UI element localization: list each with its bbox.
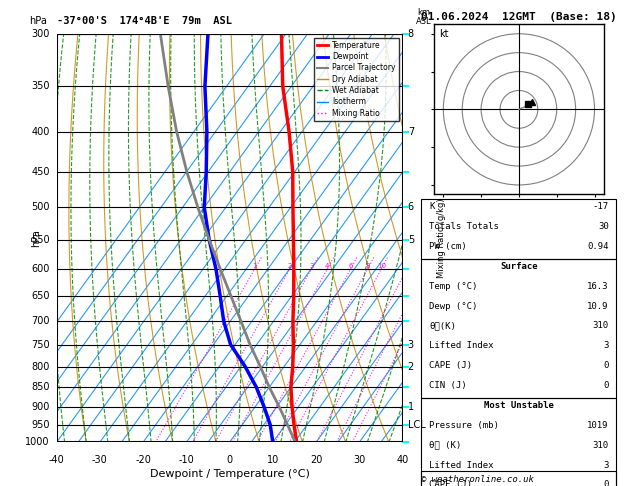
Bar xyxy=(57,34,403,442)
Text: 8: 8 xyxy=(365,263,370,269)
Text: θᴜ (K): θᴜ (K) xyxy=(429,441,462,450)
Text: 700: 700 xyxy=(31,316,50,326)
Text: Dewp (°C): Dewp (°C) xyxy=(429,302,477,311)
Text: 10.9: 10.9 xyxy=(587,302,609,311)
Text: 0: 0 xyxy=(603,381,609,390)
Text: Dewpoint / Temperature (°C): Dewpoint / Temperature (°C) xyxy=(150,469,309,479)
Text: CAPE (J): CAPE (J) xyxy=(429,361,472,370)
Text: Most Unstable: Most Unstable xyxy=(484,401,554,410)
Text: 4: 4 xyxy=(325,263,330,269)
Text: 650: 650 xyxy=(31,291,50,301)
Text: 0: 0 xyxy=(603,361,609,370)
Text: 800: 800 xyxy=(31,362,50,372)
Text: kt: kt xyxy=(439,29,448,39)
Text: -20: -20 xyxy=(135,454,151,465)
Text: 10: 10 xyxy=(377,263,386,269)
Text: 5: 5 xyxy=(408,235,414,244)
Text: CIN (J): CIN (J) xyxy=(429,381,467,390)
Text: © weatheronline.co.uk: © weatheronline.co.uk xyxy=(421,474,534,484)
Text: 8: 8 xyxy=(408,29,414,39)
Text: 6: 6 xyxy=(408,202,414,212)
Text: 7: 7 xyxy=(408,126,414,137)
Bar xyxy=(421,199,616,259)
Text: Lifted Index: Lifted Index xyxy=(429,461,494,469)
Bar xyxy=(421,471,616,486)
Text: hPa: hPa xyxy=(29,16,47,26)
Text: 600: 600 xyxy=(31,264,50,274)
Text: 2: 2 xyxy=(408,362,414,372)
Text: 6: 6 xyxy=(348,263,353,269)
Text: 0.94: 0.94 xyxy=(587,242,609,251)
Text: 3: 3 xyxy=(408,340,414,350)
Text: 0: 0 xyxy=(226,454,233,465)
Text: 750: 750 xyxy=(31,340,50,350)
Text: 450: 450 xyxy=(31,167,50,176)
Text: 500: 500 xyxy=(31,202,50,212)
Text: 30: 30 xyxy=(598,222,609,231)
Text: 950: 950 xyxy=(31,420,50,430)
Text: 0: 0 xyxy=(603,480,609,486)
Text: 1: 1 xyxy=(408,401,414,412)
Text: 300: 300 xyxy=(31,29,50,39)
Bar xyxy=(421,398,616,486)
Text: 310: 310 xyxy=(593,441,609,450)
Text: 10: 10 xyxy=(267,454,279,465)
Text: CAPE (J): CAPE (J) xyxy=(429,480,472,486)
Legend: Temperature, Dewpoint, Parcel Trajectory, Dry Adiabat, Wet Adiabat, Isotherm, Mi: Temperature, Dewpoint, Parcel Trajectory… xyxy=(314,38,399,121)
Text: 2: 2 xyxy=(287,263,292,269)
Text: 400: 400 xyxy=(31,126,50,137)
Text: -37°00'S  174°4B'E  79m  ASL: -37°00'S 174°4B'E 79m ASL xyxy=(57,16,231,26)
Text: 30: 30 xyxy=(353,454,365,465)
Bar xyxy=(421,259,616,398)
Text: Surface: Surface xyxy=(500,262,538,271)
Text: km
ASL: km ASL xyxy=(416,8,431,26)
Text: LCL: LCL xyxy=(408,420,425,430)
Text: Lifted Index: Lifted Index xyxy=(429,341,494,350)
Text: 1: 1 xyxy=(252,263,257,269)
Text: 900: 900 xyxy=(31,401,50,412)
Text: 350: 350 xyxy=(31,81,50,91)
Text: 550: 550 xyxy=(31,235,50,244)
Text: 3: 3 xyxy=(309,263,314,269)
Text: Totals Totals: Totals Totals xyxy=(429,222,499,231)
Text: 01.06.2024  12GMT  (Base: 18): 01.06.2024 12GMT (Base: 18) xyxy=(421,12,617,22)
Text: Pressure (mb): Pressure (mb) xyxy=(429,421,499,430)
Text: θᴜ(K): θᴜ(K) xyxy=(429,321,456,330)
Text: -40: -40 xyxy=(48,454,65,465)
Text: Temp (°C): Temp (°C) xyxy=(429,282,477,291)
Text: hPa: hPa xyxy=(31,229,41,247)
Text: 3: 3 xyxy=(603,461,609,469)
Text: -10: -10 xyxy=(179,454,194,465)
Text: 20: 20 xyxy=(310,454,322,465)
Text: 850: 850 xyxy=(31,382,50,392)
Text: 16.3: 16.3 xyxy=(587,282,609,291)
Text: 1000: 1000 xyxy=(25,437,50,447)
Text: PW (cm): PW (cm) xyxy=(429,242,467,251)
Text: -30: -30 xyxy=(92,454,108,465)
Text: 310: 310 xyxy=(593,321,609,330)
Text: Mixing Ratio (g/kg): Mixing Ratio (g/kg) xyxy=(437,198,446,278)
Text: K: K xyxy=(429,202,435,211)
Text: -17: -17 xyxy=(593,202,609,211)
Text: 1019: 1019 xyxy=(587,421,609,430)
Text: 3: 3 xyxy=(603,341,609,350)
Text: 40: 40 xyxy=(396,454,409,465)
